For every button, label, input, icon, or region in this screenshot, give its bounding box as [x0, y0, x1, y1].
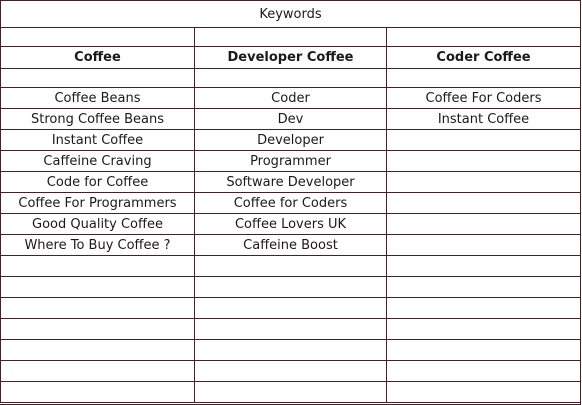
cell[interactable]: Caffeine Boost [194, 234, 387, 256]
column-header-developer-coffee[interactable]: Developer Coffee [194, 46, 387, 69]
cell[interactable] [194, 381, 387, 403]
cell[interactable] [0, 318, 195, 340]
table-row: Instant Coffee Developer [0, 129, 582, 151]
table-row: Good Quality Coffee Coffee Lovers UK [0, 213, 582, 235]
cell[interactable] [0, 276, 195, 298]
cell[interactable]: Coffee for Coders [194, 192, 387, 214]
blank-row [0, 68, 582, 88]
cell[interactable] [385, 381, 582, 403]
empty-row [0, 339, 582, 361]
cell[interactable]: Programmer [194, 150, 387, 172]
cell[interactable] [194, 68, 387, 88]
cell[interactable] [0, 255, 195, 277]
cell[interactable]: Coffee Lovers UK [194, 213, 387, 235]
cell[interactable] [385, 339, 582, 361]
cell[interactable] [385, 192, 582, 214]
cell[interactable] [194, 318, 387, 340]
empty-row [0, 360, 582, 382]
cell[interactable] [385, 360, 582, 382]
cell[interactable] [385, 276, 582, 298]
cell[interactable] [194, 339, 387, 361]
cell[interactable]: Caffeine Craving [0, 150, 195, 172]
cell[interactable] [0, 339, 195, 361]
cell[interactable]: Dev [194, 108, 387, 130]
cell[interactable] [194, 276, 387, 298]
column-header-coder-coffee[interactable]: Coder Coffee [385, 46, 582, 69]
empty-row [0, 381, 582, 403]
cell[interactable] [385, 68, 582, 88]
cell[interactable]: Good Quality Coffee [0, 213, 195, 235]
empty-row [0, 297, 582, 319]
cell[interactable]: Instant Coffee [0, 129, 195, 151]
table-row: Strong Coffee Beans Dev Instant Coffee [0, 108, 582, 130]
cell[interactable] [194, 360, 387, 382]
empty-row [0, 255, 582, 277]
title-row: Keywords [0, 0, 582, 28]
empty-row [0, 276, 582, 298]
cell[interactable]: Coffee Beans [0, 87, 195, 109]
cell[interactable] [194, 297, 387, 319]
cell[interactable]: Coffee For Programmers [0, 192, 195, 214]
table-row: Caffeine Craving Programmer [0, 150, 582, 172]
sheet-title[interactable]: Keywords [0, 0, 582, 28]
cell[interactable] [385, 27, 582, 47]
header-row: Coffee Developer Coffee Coder Coffee [0, 46, 582, 69]
cell[interactable] [0, 68, 195, 88]
cell[interactable]: Strong Coffee Beans [0, 108, 195, 130]
table-row: Where To Buy Coffee ? Caffeine Boost [0, 234, 582, 256]
table-row: Coffee Beans Coder Coffee For Coders [0, 87, 582, 109]
column-header-coffee[interactable]: Coffee [0, 46, 195, 69]
cell[interactable] [385, 318, 582, 340]
cell[interactable] [0, 381, 195, 403]
cell[interactable] [385, 171, 582, 193]
cell[interactable] [194, 255, 387, 277]
table-row: Code for Coffee Software Developer [0, 171, 582, 193]
cell[interactable]: Coder [194, 87, 387, 109]
cell[interactable] [385, 255, 582, 277]
cell[interactable]: Instant Coffee [385, 108, 582, 130]
blank-row [0, 27, 582, 47]
empty-row [0, 318, 582, 340]
cell[interactable]: Coffee For Coders [385, 87, 582, 109]
cell[interactable] [0, 27, 195, 47]
cell[interactable]: Code for Coffee [0, 171, 195, 193]
cell[interactable] [385, 213, 582, 235]
cell[interactable] [194, 27, 387, 47]
cell[interactable] [385, 297, 582, 319]
cell[interactable]: Where To Buy Coffee ? [0, 234, 195, 256]
table-row: Coffee For Programmers Coffee for Coders [0, 192, 582, 214]
cell[interactable] [385, 234, 582, 256]
cell[interactable] [0, 297, 195, 319]
cell[interactable]: Developer [194, 129, 387, 151]
cell[interactable]: Software Developer [194, 171, 387, 193]
cell[interactable] [0, 360, 195, 382]
cell[interactable] [385, 150, 582, 172]
cell[interactable] [385, 129, 582, 151]
